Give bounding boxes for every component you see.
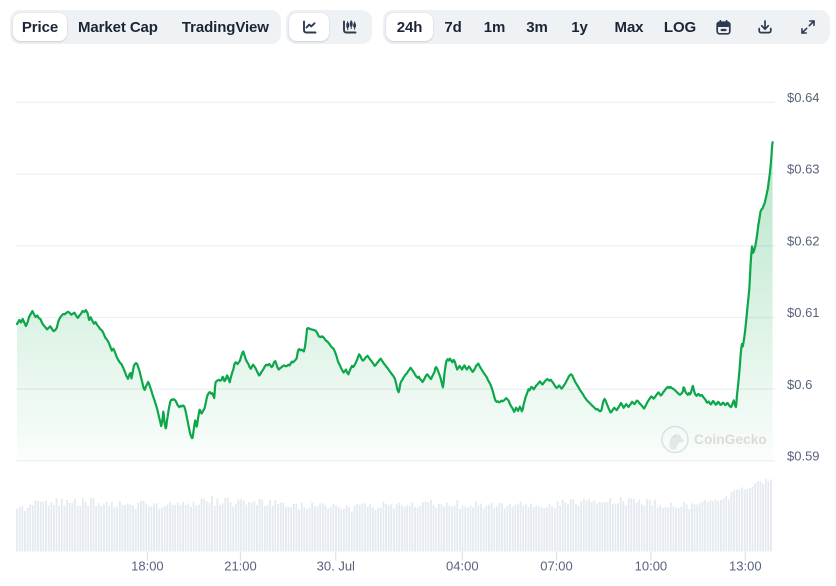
svg-text:10:00: 10:00 (635, 558, 668, 573)
svg-text:30. Jul: 30. Jul (317, 558, 355, 573)
svg-text:$0.62: $0.62 (787, 233, 820, 248)
svg-text:$0.64: $0.64 (787, 90, 820, 105)
svg-text:07:00: 07:00 (540, 558, 573, 573)
svg-text:04:00: 04:00 (446, 558, 479, 573)
svg-text:$0.6: $0.6 (787, 377, 812, 392)
svg-text:$0.61: $0.61 (787, 305, 820, 320)
svg-text:$0.59: $0.59 (787, 449, 820, 464)
svg-text:21:00: 21:00 (224, 558, 257, 573)
svg-text:13:00: 13:00 (729, 558, 762, 573)
svg-text:18:00: 18:00 (131, 558, 164, 573)
svg-text:$0.63: $0.63 (787, 162, 820, 177)
